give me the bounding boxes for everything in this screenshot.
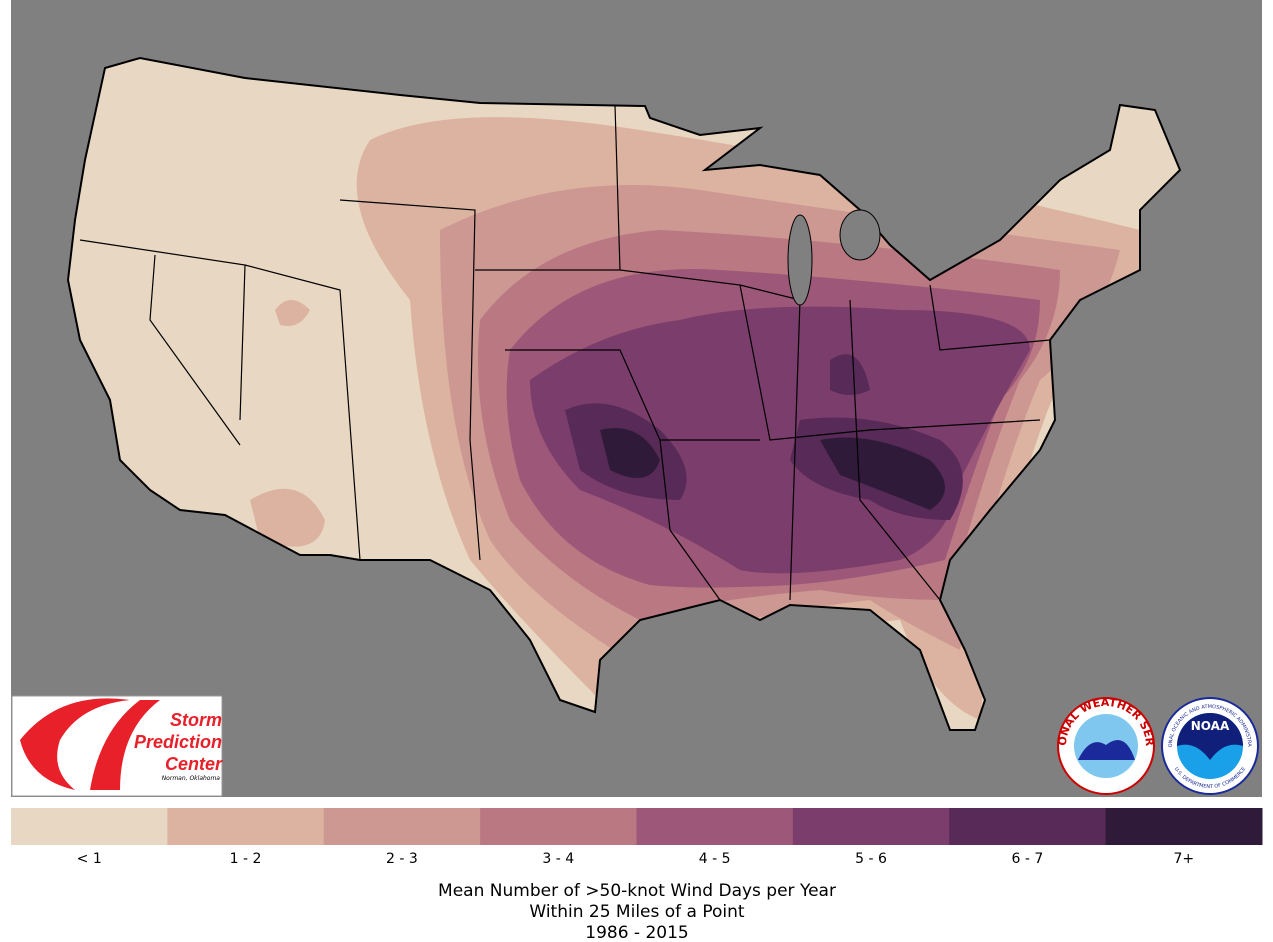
legend-swatch [480,808,637,845]
legend-swatch [11,808,168,845]
caption: Within 25 Miles of a Point [529,902,745,922]
caption: Mean Number of >50-knot Wind Days per Ye… [438,881,836,901]
lake [839,209,881,261]
legend-label: 3 - 4 [542,851,574,867]
logo-text: Storm [170,710,222,730]
logo-text: NOAA [1191,719,1230,733]
logo-text: Norman, Oklahoma [162,775,221,782]
legend-label: 1 - 2 [230,851,262,867]
legend-swatch [636,808,794,845]
logo-cloud [1078,740,1135,760]
caption: 1986 - 2015 [585,923,688,942]
legend-label: < 1 [77,851,102,867]
legend-swatch [949,808,1107,845]
logo-top [1177,713,1243,760]
legend-swatch [323,808,481,845]
legend-label: 5 - 6 [855,851,887,867]
legend-swatch [792,808,950,845]
legend-label: 4 - 5 [699,851,731,867]
legend-swatch [167,808,325,845]
legend: < 1 1 - 2 2 - 3 3 - 4 4 - 5 5 - 6 6 - 7 7+ [11,808,1263,867]
legend-label: 2 - 3 [386,851,418,867]
legend-label: 7+ [1173,851,1194,867]
logo-swoosh [20,698,160,790]
spc-logo: Storm Prediction Center Norman, Oklahoma [11,695,223,797]
logo-text: Center [165,754,223,774]
legend-label: 6 - 7 [1012,851,1044,867]
logo-text: Prediction [134,732,222,752]
lake [787,214,813,306]
legend-swatch [1105,808,1263,845]
contour-zone [600,428,945,510]
